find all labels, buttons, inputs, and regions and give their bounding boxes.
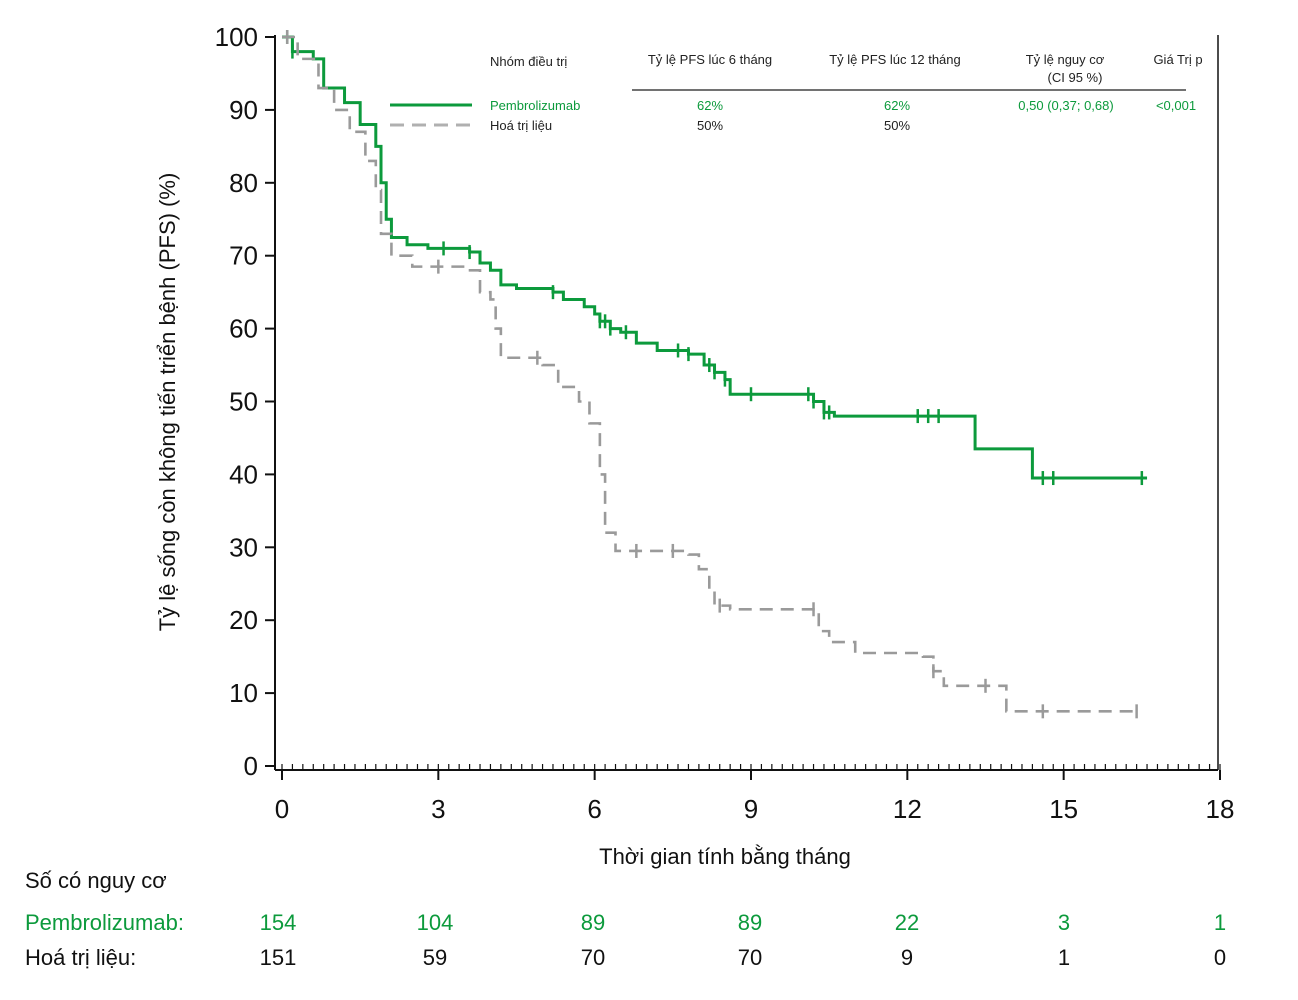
risk-row-label-chemo: Hoá trị liệu: <box>25 945 136 970</box>
risk-value-chemo: 151 <box>260 945 297 970</box>
header-pfs6: Tỷ lệ PFS lúc 6 tháng <box>648 52 772 67</box>
y-tick-label: 80 <box>229 168 258 198</box>
legend-table: Nhóm điều trị Tỷ lệ PFS lúc 6 tháng Tỷ l… <box>390 52 1203 133</box>
risk-row-label-pembro: Pembrolizumab: <box>25 910 184 935</box>
y-tick-label: 20 <box>229 605 258 635</box>
minor-ticks <box>281 764 1221 770</box>
y-tick-label: 40 <box>229 459 258 489</box>
risk-value-chemo: 1 <box>1058 945 1070 970</box>
x-tick-label: 18 <box>1206 794 1235 824</box>
series-layer <box>282 30 1148 719</box>
pembro-hr: 0,50 (0,37; 0,68) <box>1018 98 1113 113</box>
risk-value-chemo: 59 <box>423 945 447 970</box>
header-p: Giá Trị p <box>1153 52 1202 67</box>
pembro-pfs12: 62% <box>884 98 910 113</box>
chemo-pfs12: 50% <box>884 118 910 133</box>
risk-value-pembro: 104 <box>417 910 454 935</box>
risk-table-title: Số có nguy cơ <box>25 868 167 893</box>
y-tick-label: 10 <box>229 678 258 708</box>
header-hr-ci: (CI 95 %) <box>1048 70 1103 85</box>
y-ticks: 0 10 20 30 40 50 60 70 80 90 100 <box>215 22 275 781</box>
series-line-chemotherapy <box>282 35 1137 713</box>
pembro-pfs6: 62% <box>697 98 723 113</box>
header-pfs12: Tỷ lệ PFS lúc 12 tháng <box>829 52 961 67</box>
risk-value-chemo: 70 <box>581 945 605 970</box>
x-tick-label: 12 <box>893 794 922 824</box>
risk-value-chemo: 0 <box>1214 945 1226 970</box>
x-tick-label: 3 <box>431 794 445 824</box>
axes <box>274 35 1219 771</box>
y-axis-title: Tỷ lệ sống còn không tiến triển bệnh (PF… <box>155 173 180 632</box>
risk-value-pembro: 89 <box>581 910 605 935</box>
chemo-pfs6: 50% <box>697 118 723 133</box>
risk-value-chemo: 9 <box>901 945 913 970</box>
risk-table: Số có nguy cơ Pembrolizumab: Hoá trị liệ… <box>25 868 1226 970</box>
pembro-p: <0,001 <box>1156 98 1196 113</box>
risk-value-chemo: 70 <box>738 945 762 970</box>
y-tick-label: 0 <box>244 751 258 781</box>
y-tick-label: 100 <box>215 22 258 52</box>
x-tick-label: 9 <box>744 794 758 824</box>
y-tick-label: 60 <box>229 314 258 344</box>
y-tick-label: 70 <box>229 241 258 271</box>
risk-value-pembro: 3 <box>1058 910 1070 935</box>
risk-value-pembro: 154 <box>260 910 297 935</box>
header-group: Nhóm điều trị <box>490 54 567 69</box>
x-tick-label: 15 <box>1049 794 1078 824</box>
x-tick-label: 0 <box>275 794 289 824</box>
x-ticks: 0 3 6 9 12 15 18 <box>275 770 1235 824</box>
y-tick-label: 90 <box>229 95 258 125</box>
risk-value-pembro: 1 <box>1214 910 1226 935</box>
y-tick-label: 30 <box>229 532 258 562</box>
risk-values: 154 104 89 89 22 3 1 151 59 70 70 9 1 0 <box>260 910 1226 970</box>
x-axis-title: Thời gian tính bằng tháng <box>599 844 851 869</box>
x-tick-label: 6 <box>587 794 601 824</box>
header-hr: Tỷ lệ nguy cơ <box>1026 52 1105 67</box>
y-tick-label: 50 <box>229 387 258 417</box>
risk-value-pembro: 22 <box>895 910 919 935</box>
legend-label-pembro: Pembrolizumab <box>490 98 580 113</box>
risk-value-pembro: 89 <box>738 910 762 935</box>
legend-label-chemo: Hoá trị liệu <box>490 118 552 133</box>
